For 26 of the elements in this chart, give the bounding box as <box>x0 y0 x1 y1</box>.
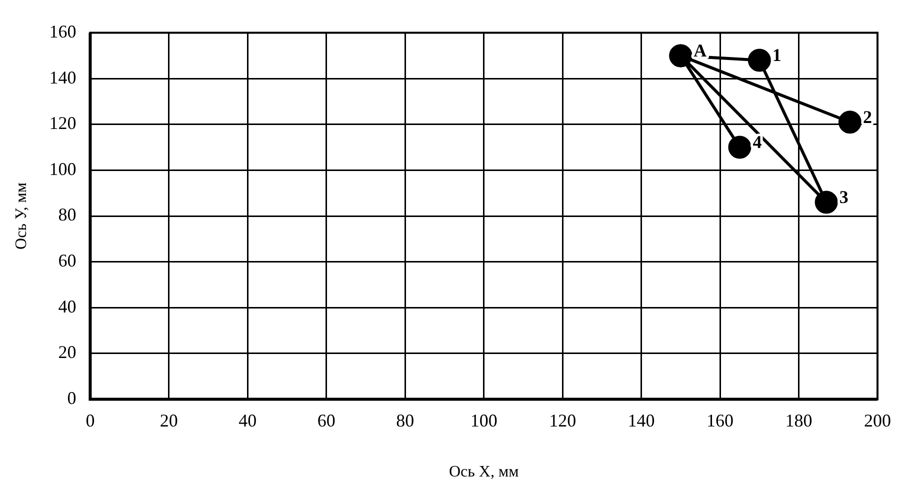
x-tick-label: 80 <box>396 410 414 431</box>
x-tick-label: 60 <box>317 410 336 431</box>
x-tick-label: 100 <box>470 410 498 431</box>
y-tick-label: 40 <box>58 296 76 316</box>
y-tick-label: 160 <box>49 22 76 42</box>
y-tick-label: 20 <box>58 342 76 362</box>
y-tick-label: 120 <box>49 113 76 134</box>
x-tick-label: 40 <box>238 410 257 431</box>
y-tick-label: 0 <box>67 388 76 408</box>
x-tick-label: 20 <box>160 410 178 431</box>
y-tick-label: 100 <box>49 158 76 179</box>
x-axis-title: Ось X, мм <box>448 464 519 481</box>
annotation: 2 <box>862 106 872 127</box>
x-tick-label: 180 <box>785 410 812 431</box>
annotation: 4 <box>752 132 762 152</box>
y-tick-label: 140 <box>49 67 76 88</box>
x-tick-label: 200 <box>864 410 891 431</box>
x-tick-label: 0 <box>86 410 95 431</box>
annotation: 1 <box>772 44 782 65</box>
x-tick-label: 120 <box>549 410 576 431</box>
x-tick-label: 160 <box>706 410 734 431</box>
y-tick-label: 60 <box>58 250 76 271</box>
y-axis-title: Ось У, мм <box>12 182 30 250</box>
x-tick-label: 140 <box>628 410 655 431</box>
annotation: 3 <box>839 186 848 207</box>
y-tick-label: 80 <box>58 204 76 225</box>
